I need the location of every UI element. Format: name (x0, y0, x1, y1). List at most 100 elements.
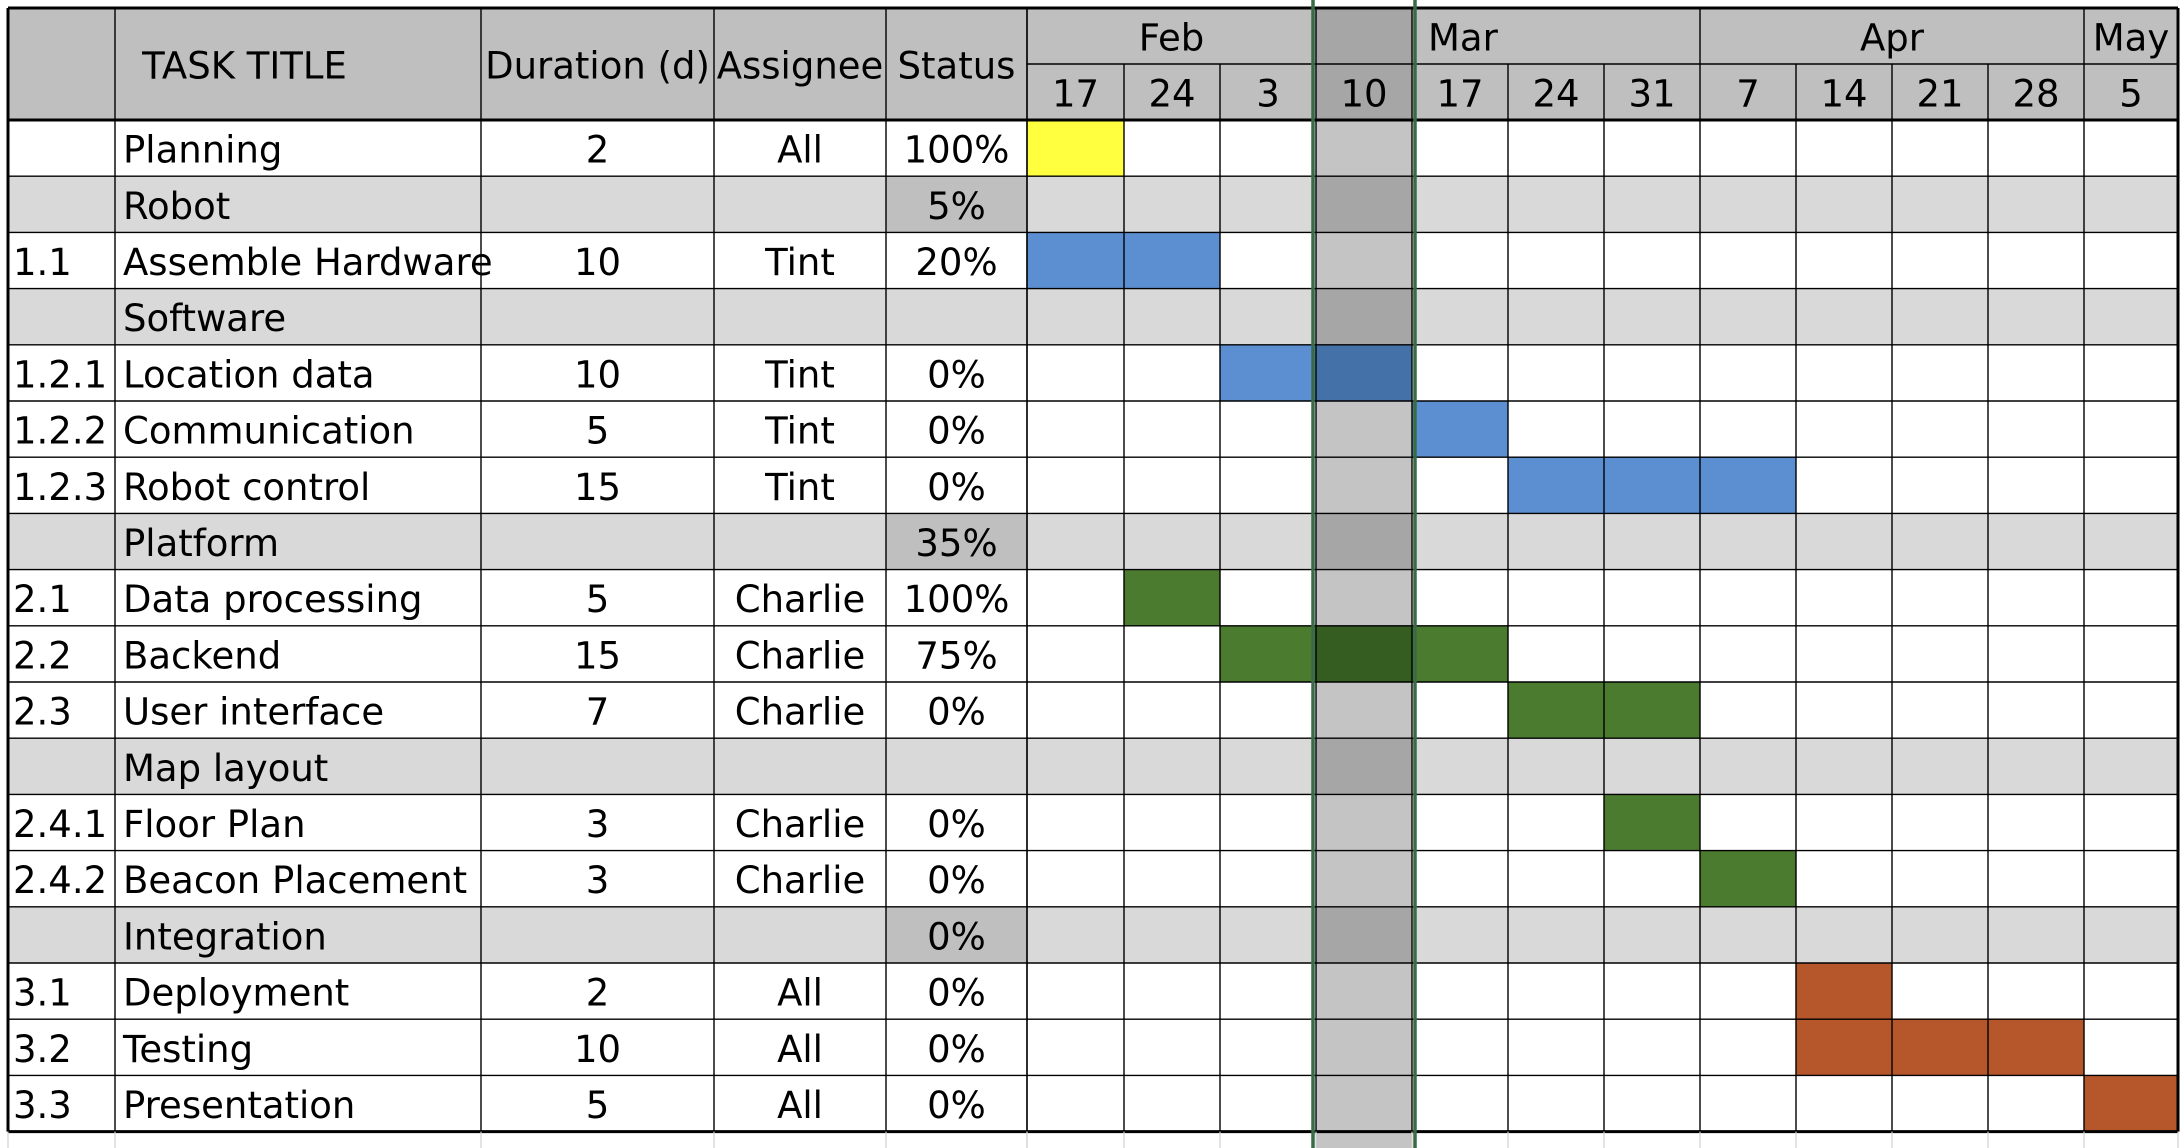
highlight-week-cell (1316, 232, 1412, 289)
section-row-background (8, 288, 2178, 345)
section-title: Integration (123, 915, 327, 958)
header-assignee: Assignee (717, 45, 884, 88)
task-status: 0% (927, 466, 986, 509)
task-title: Testing (122, 1028, 253, 1071)
task-duration: 3 (586, 803, 610, 846)
task-id: 2.1 (13, 578, 72, 621)
highlight-week-cell (1316, 288, 1412, 345)
task-status: 0% (927, 915, 986, 958)
task-title: Location data (123, 353, 375, 396)
task-assignee: Tint (764, 353, 835, 396)
week-label: 3 (1256, 73, 1280, 116)
gantt-bar (1700, 457, 1796, 514)
task-duration: 7 (586, 691, 610, 734)
header-status: Status (898, 45, 1016, 88)
gantt-bar (1124, 569, 1220, 626)
task-assignee: Charlie (735, 859, 866, 902)
highlight-week-cell (1316, 176, 1412, 233)
task-assignee: Charlie (735, 691, 866, 734)
task-assignee: Tint (764, 466, 835, 509)
task-assignee: Tint (764, 241, 835, 284)
task-id: 1.2.2 (13, 410, 107, 453)
week-label: 14 (1820, 73, 1867, 116)
section-title: Software (123, 297, 286, 340)
highlight-week-cell (1316, 906, 1412, 963)
section-row-background (8, 513, 2178, 570)
highlight-week-cell (1316, 1075, 1412, 1132)
task-id: 2.3 (13, 691, 72, 734)
task-title: Data processing (123, 578, 423, 621)
task-duration: 3 (586, 859, 610, 902)
task-status: 0% (927, 1028, 986, 1071)
task-duration: 2 (586, 972, 610, 1015)
week-label: 17 (1436, 73, 1483, 116)
section-status-cell (886, 906, 1027, 963)
gantt-bar (1892, 1019, 1988, 1076)
week-label: 24 (1148, 73, 1195, 116)
task-assignee: Charlie (735, 578, 866, 621)
highlight-week-cell (1316, 401, 1412, 458)
task-status: 0% (927, 1084, 986, 1127)
task-title: Floor Plan (123, 803, 306, 846)
task-status: 0% (927, 803, 986, 846)
month-label: Feb (1139, 17, 1205, 60)
highlight-week-cell (1316, 120, 1412, 177)
section-row-background (8, 738, 2178, 795)
task-status: 0% (927, 859, 986, 902)
task-status: 5% (927, 185, 986, 228)
bars-layer (1027, 120, 2178, 1132)
week-label: 31 (1628, 73, 1675, 116)
task-title: Deployment (123, 972, 349, 1015)
task-title: Presentation (123, 1084, 355, 1127)
task-assignee: Charlie (735, 803, 866, 846)
task-id: 3.1 (13, 972, 72, 1015)
gantt-bar (1700, 850, 1796, 907)
week-label: 10 (1340, 73, 1387, 116)
task-id: 2.4.1 (13, 803, 107, 846)
month-label: Apr (1860, 17, 1925, 60)
section-row-background (8, 906, 2178, 963)
header-task-title: TASK TITLE (141, 45, 347, 88)
task-id: 1.2.1 (13, 353, 107, 396)
task-duration: 10 (574, 241, 621, 284)
task-id: 1.2.3 (13, 466, 107, 509)
gantt-bar (1027, 232, 1124, 289)
week-label: 21 (1916, 73, 1963, 116)
task-title: Communication (123, 410, 415, 453)
task-duration: 10 (574, 353, 621, 396)
task-status: 35% (915, 522, 997, 565)
task-duration: 5 (586, 1084, 610, 1127)
task-duration: 5 (586, 578, 610, 621)
highlight-week-cell (1316, 682, 1412, 739)
gantt-bar (1604, 457, 1700, 514)
highlight-week-cell (1316, 738, 1412, 795)
gantt-bar (1316, 625, 1412, 682)
task-id: 3.3 (13, 1084, 72, 1127)
highlight-week-cell (1316, 457, 1412, 514)
gantt-bar (1508, 682, 1604, 739)
gantt-bar (1220, 625, 1316, 682)
gantt-bar (1796, 1019, 1892, 1076)
task-id: 3.2 (13, 1028, 72, 1071)
section-row-background (8, 176, 2178, 233)
week-label: 17 (1052, 73, 1099, 116)
task-assignee: All (777, 972, 823, 1015)
task-status: 100% (904, 578, 1010, 621)
task-assignee: All (777, 129, 823, 172)
task-duration: 2 (586, 129, 610, 172)
highlight-week-tail (1316, 1131, 1412, 1148)
section-title: Platform (123, 522, 279, 565)
gantt-bar (1508, 457, 1604, 514)
task-title: Planning (123, 129, 282, 172)
task-duration: 5 (586, 410, 610, 453)
task-status: 20% (915, 241, 997, 284)
task-duration: 15 (574, 466, 621, 509)
week-label: 7 (1736, 73, 1760, 116)
task-status: 0% (927, 691, 986, 734)
task-assignee: All (777, 1028, 823, 1071)
task-id: 2.2 (13, 634, 72, 677)
header-duration: Duration (d) (485, 45, 710, 88)
task-status: 75% (915, 634, 997, 677)
week-label: 24 (1532, 73, 1579, 116)
